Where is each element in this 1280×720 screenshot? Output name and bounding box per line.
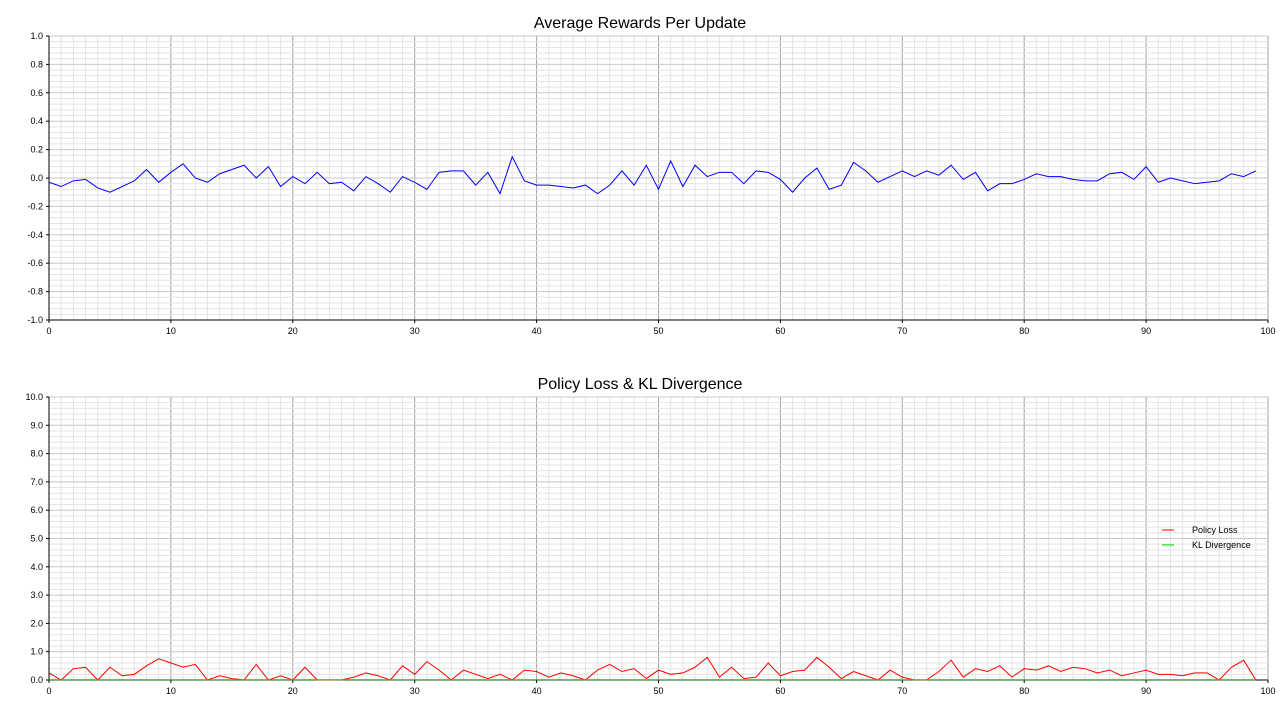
x-tick-label: 60 [775, 686, 785, 696]
x-tick-label: 40 [532, 686, 542, 696]
x-tick-label: 20 [288, 686, 298, 696]
series-line-policy-loss [48, 656, 1257, 681]
y-tick-label: 1.0 [30, 31, 43, 41]
y-tick-label: 0.0 [30, 173, 43, 183]
x-tick-label: 100 [1260, 326, 1275, 336]
y-tick-label: 10.0 [25, 392, 43, 402]
legend-label: KL Divergence [1192, 540, 1251, 550]
y-tick-label: 0.8 [30, 59, 43, 69]
x-tick-label: 60 [775, 326, 785, 336]
series-line-0 [48, 155, 1257, 195]
y-tick-label: 0.6 [30, 88, 43, 98]
y-tick-label: 2.0 [30, 618, 43, 628]
y-tick-label: 5.0 [30, 534, 43, 544]
x-tick-label: 80 [1019, 686, 1029, 696]
legend: Policy Loss KL Divergence [1162, 525, 1251, 550]
x-tick-label: 90 [1141, 686, 1151, 696]
x-tick-label: 50 [653, 326, 663, 336]
y-tick-label: 9.0 [30, 420, 43, 430]
x-tick-label: 10 [166, 326, 176, 336]
policy-loss-chart-title: Policy Loss & KL Divergence [538, 376, 743, 393]
x-tick-label: 30 [410, 326, 420, 336]
x-tick-label: 20 [288, 326, 298, 336]
y-tick-label: 6.0 [30, 505, 43, 515]
y-tick-label: 3.0 [30, 590, 43, 600]
rewards-chart: Average Rewards Per Update 0 10 20 30 40 50 60… [27, 15, 1275, 336]
x-tick-label: 90 [1141, 326, 1151, 336]
y-tick-label: 4.0 [30, 562, 43, 572]
y-tick-label: -0.2 [27, 201, 43, 211]
x-tick-label: 100 [1260, 686, 1275, 696]
y-tick-label: 7.0 [30, 477, 43, 487]
x-tick-label: 10 [166, 686, 176, 696]
y-tick-label: -0.4 [27, 230, 43, 240]
y-tick-label: -0.6 [27, 258, 43, 268]
policy-loss-chart: Policy Loss & KL Divergence 0 10 20 30 40 50 6… [25, 376, 1275, 696]
x-tick-label: 70 [897, 326, 907, 336]
rewards-chart-title: Average Rewards Per Update [534, 15, 746, 32]
y-tick-label: 0.4 [30, 116, 43, 126]
y-tick-label: 0.2 [30, 145, 43, 155]
x-tick-label: 0 [46, 686, 51, 696]
y-tick-label: 1.0 [30, 647, 43, 657]
y-tick-label: 8.0 [30, 449, 43, 459]
legend-label: Policy Loss [1192, 525, 1238, 535]
y-tick-label: -1.0 [27, 315, 43, 325]
x-tick-label: 40 [532, 326, 542, 336]
grid [48, 35, 1269, 321]
y-tick-label: -0.8 [27, 287, 43, 297]
x-tick-label: 0 [46, 326, 51, 336]
grid [48, 396, 1269, 681]
x-tick-label: 70 [897, 686, 907, 696]
x-tick-label: 80 [1019, 326, 1029, 336]
x-tick-label: 30 [410, 686, 420, 696]
x-tick-label: 50 [653, 686, 663, 696]
y-tick-label: 0.0 [30, 675, 43, 685]
